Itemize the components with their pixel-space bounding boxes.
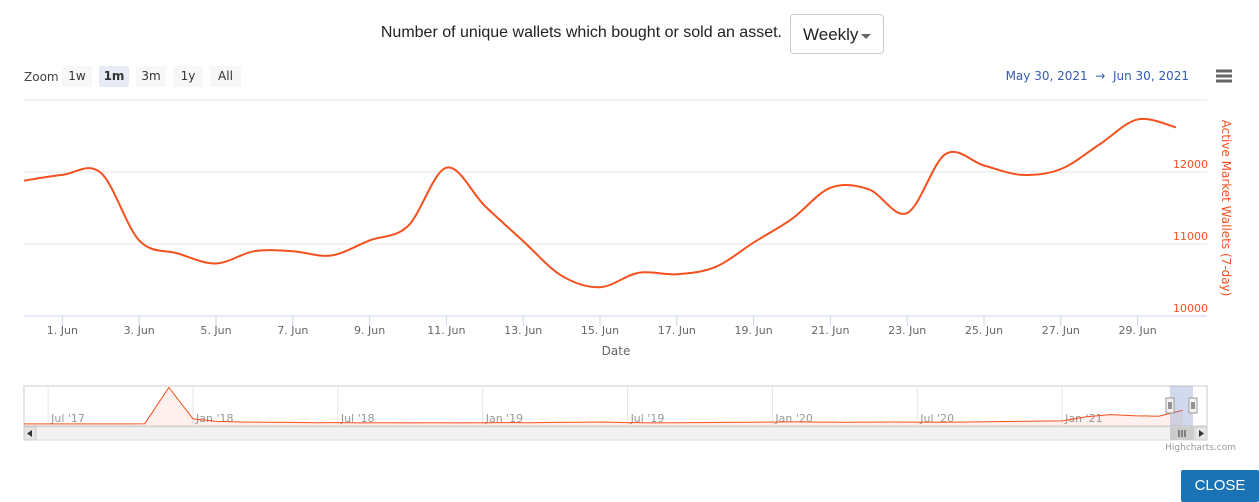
header-title: Number of unique wallets which bought or… xyxy=(380,24,782,41)
zoom-button[interactable]: 1m xyxy=(99,66,129,87)
zoom-label: Zoom xyxy=(24,70,59,84)
date-range: May 30, 2021 → Jun 30, 2021 xyxy=(1006,69,1189,83)
credits[interactable]: Highcharts.com xyxy=(1165,443,1236,453)
y-axis-title: Active Market Wallets (7-day) xyxy=(1219,120,1233,297)
y-tick-label: 12000 xyxy=(1173,158,1208,171)
chart: Date Active Market Wallets (7-day) Highc… xyxy=(23,69,1236,453)
navigator-tick-label: Jul '19 xyxy=(630,412,665,425)
range-from[interactable]: May 30, 2021 xyxy=(1005,69,1088,83)
close-button[interactable]: CLOSE xyxy=(1181,470,1259,502)
navigator-area xyxy=(24,387,1183,426)
x-tick-label: 3. Jun xyxy=(124,324,155,337)
x-tick-label: 13. Jun xyxy=(504,324,542,337)
navigator-tick-label: Jan '21 xyxy=(1064,412,1102,425)
range-to[interactable]: Jun 30, 2021 xyxy=(1112,69,1189,83)
x-tick-label: 1. Jun xyxy=(47,324,78,337)
series-line xyxy=(23,117,1177,289)
scroll-left-arrow xyxy=(27,430,32,437)
x-tick-label: 7. Jun xyxy=(277,324,308,337)
zoom-button[interactable]: All xyxy=(210,66,241,87)
navigator-frame xyxy=(23,385,1208,427)
zoom-button[interactable]: 3m xyxy=(136,66,166,87)
x-tick-label: 17. Jun xyxy=(658,324,696,337)
navigator-handle[interactable] xyxy=(1165,397,1175,414)
navigator-line xyxy=(24,386,1183,425)
x-tick-label: 9. Jun xyxy=(354,324,385,337)
x-tick-label: 5. Jun xyxy=(200,324,231,337)
x-tick-label: 15. Jun xyxy=(581,324,619,337)
navigator-handle[interactable] xyxy=(1188,397,1198,414)
range-arrow: → xyxy=(1095,69,1106,83)
scrollbar-track[interactable] xyxy=(23,426,1208,441)
x-tick-label: 19. Jun xyxy=(735,324,773,337)
x-tick-label: 23. Jun xyxy=(888,324,926,337)
scroll-right-arrow xyxy=(1199,430,1204,437)
navigator-tick-label: Jul '18 xyxy=(340,412,375,425)
x-axis-title: Date xyxy=(602,344,631,358)
x-tick-label: 25. Jun xyxy=(965,324,1003,337)
zoom-button[interactable]: 1w xyxy=(62,66,92,87)
dropdown-value: Weekly xyxy=(803,25,859,44)
x-tick-label: 21. Jun xyxy=(811,324,849,337)
x-tick-label: 11. Jun xyxy=(427,324,465,337)
x-tick-label: 29. Jun xyxy=(1119,324,1157,337)
interval-dropdown[interactable]: Weekly xyxy=(790,14,884,54)
navigator-selection xyxy=(1170,386,1193,426)
zoom-button[interactable]: 1y xyxy=(173,66,203,87)
menu-icon[interactable] xyxy=(1216,69,1232,83)
caret xyxy=(861,34,871,39)
y-tick-label: 10000 xyxy=(1173,302,1208,315)
navigator-tick-label: Jan '19 xyxy=(485,412,523,425)
y-tick-label: 11000 xyxy=(1173,230,1208,243)
navigator-tick-label: Jul '17 xyxy=(50,412,85,425)
x-tick-label: 27. Jun xyxy=(1042,324,1080,337)
